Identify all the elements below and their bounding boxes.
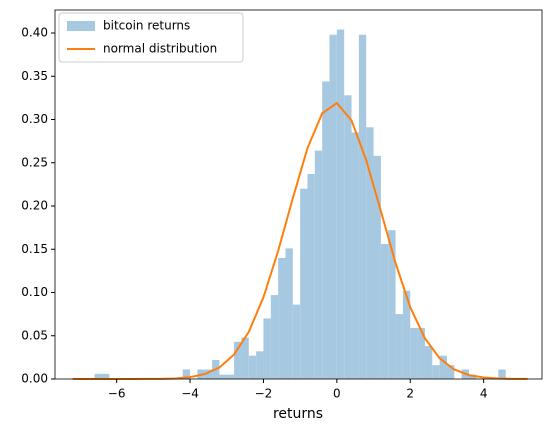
histogram-bar bbox=[278, 257, 286, 379]
y-tick-label: 0.10 bbox=[21, 285, 48, 299]
histogram-bar bbox=[351, 132, 359, 379]
y-tick-label: 0.35 bbox=[21, 69, 48, 83]
y-tick-label: 0.00 bbox=[21, 372, 48, 386]
histogram-bar bbox=[248, 355, 257, 379]
histogram-bar bbox=[446, 365, 455, 379]
histogram-bar bbox=[336, 29, 345, 379]
x-tick-label: −6 bbox=[108, 387, 126, 401]
y-tick-label: 0.20 bbox=[21, 199, 48, 213]
histogram-bar bbox=[101, 373, 110, 379]
x-tick-label: 0 bbox=[333, 387, 341, 401]
histogram-bar bbox=[424, 346, 433, 379]
y-tick-label: 0.30 bbox=[21, 112, 48, 126]
legend-label: bitcoin returns bbox=[103, 19, 190, 33]
histogram-bar bbox=[366, 127, 374, 379]
histogram-bar bbox=[234, 341, 242, 379]
plot-frame bbox=[54, 9, 543, 380]
histogram-bar bbox=[285, 248, 293, 379]
y-tick-label: 0.40 bbox=[21, 26, 48, 40]
histogram-bar bbox=[300, 188, 308, 379]
histogram-bar bbox=[468, 374, 477, 379]
x-tick-label: 2 bbox=[406, 387, 414, 401]
histogram-bar bbox=[292, 304, 301, 379]
histogram-bar bbox=[373, 155, 381, 379]
histogram-bar bbox=[226, 374, 235, 379]
legend-box bbox=[58, 12, 244, 63]
histogram-bar bbox=[307, 174, 315, 379]
histogram-bar bbox=[94, 373, 102, 379]
legend-patch bbox=[67, 21, 95, 31]
histogram-bar bbox=[329, 34, 337, 379]
histogram-bar bbox=[380, 244, 389, 379]
histogram-bar bbox=[432, 365, 440, 379]
histogram-bar bbox=[263, 318, 271, 379]
histogram-bar bbox=[402, 290, 411, 379]
histogram-bar bbox=[270, 295, 279, 379]
y-tick-label: 0.25 bbox=[21, 155, 48, 169]
legend-label: normal distribution bbox=[103, 42, 217, 56]
histogram-bar bbox=[439, 355, 447, 379]
histogram-bar bbox=[256, 351, 264, 379]
y-tick-label: 0.05 bbox=[21, 328, 48, 342]
histogram-bar bbox=[241, 337, 249, 379]
histogram-bar bbox=[358, 34, 367, 379]
histogram-bar bbox=[388, 230, 396, 379]
x-tick-label: −4 bbox=[181, 387, 199, 401]
x-axis-label: returns bbox=[273, 406, 323, 422]
y-tick-label: 0.15 bbox=[21, 242, 48, 256]
histogram-bar bbox=[322, 81, 330, 379]
histogram-bar bbox=[182, 369, 191, 379]
x-tick-label: 4 bbox=[480, 387, 488, 401]
histogram-bar bbox=[314, 150, 323, 379]
histogram-bar bbox=[204, 369, 213, 379]
histogram-bar bbox=[395, 314, 403, 379]
x-tick-label: −2 bbox=[255, 387, 273, 401]
histogram-bar bbox=[219, 374, 227, 379]
histogram-bar bbox=[344, 95, 352, 379]
histogram-bar bbox=[498, 369, 506, 379]
histogram-bar bbox=[410, 327, 418, 379]
histogram-bar bbox=[417, 327, 425, 379]
